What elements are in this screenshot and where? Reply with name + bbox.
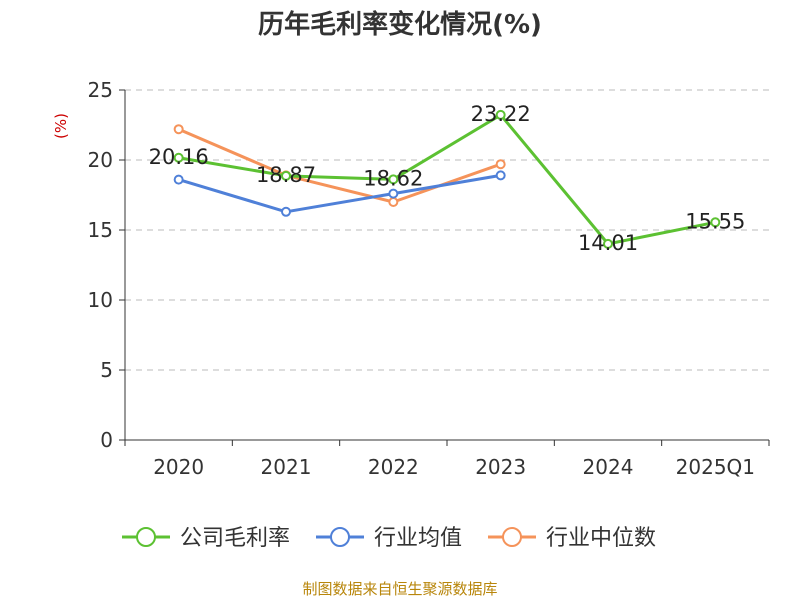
legend-label: 行业中位数 (546, 526, 656, 551)
data-label: 23.22 (471, 102, 531, 126)
legend-item[interactable]: 行业中位数 (488, 526, 656, 551)
data-label: 18.62 (363, 166, 423, 190)
gridlines (125, 89, 769, 371)
data-label: 14.01 (578, 231, 638, 255)
y-tick-label: 20 (88, 148, 113, 172)
legend-item[interactable]: 公司毛利率 (122, 526, 290, 551)
source-note: 制图数据来自恒生聚源数据库 (302, 580, 498, 598)
data-point (173, 152, 184, 163)
series-layer (173, 109, 721, 249)
y-tick-label: 25 (88, 78, 113, 102)
data-point (603, 238, 613, 249)
data-point (388, 174, 399, 185)
legend-swatch-marker (330, 527, 350, 547)
axes: 0 5 10 15 20 25 2020 2021 2022 2023 2024 2025Q1 (88, 78, 770, 479)
legend[interactable]: 公司毛利率 行业均值 行业中位数 (122, 526, 656, 551)
data-point (495, 109, 506, 120)
chart-title: 历年毛利率变化情况(%) (258, 10, 542, 40)
y-tick-label: 0 (100, 428, 113, 452)
series-line (178, 173, 501, 214)
x-tick-label: 2023 (475, 455, 526, 479)
data-point (388, 197, 399, 207)
legend-swatch-marker (136, 527, 156, 547)
x-tick-label: 2024 (583, 455, 634, 479)
data-point (281, 170, 291, 181)
series-line (178, 113, 716, 246)
x-tick-label: 2021 (261, 455, 312, 479)
legend-item[interactable]: 行业均值 (316, 526, 462, 551)
data-point (710, 217, 721, 228)
legend-label: 行业均值 (374, 526, 462, 551)
data-point (495, 159, 506, 170)
legend-swatch-marker (502, 527, 522, 547)
data-point (173, 174, 184, 185)
data-labels: 20.16 18.87 18.62 23.22 14.01 15.55 (149, 102, 746, 255)
x-tick-label: 2022 (368, 455, 419, 479)
y-tick-label: 5 (100, 358, 113, 382)
x-tick-label: 2020 (153, 455, 204, 479)
data-label: 18.87 (256, 163, 316, 187)
legend-label: 公司毛利率 (180, 526, 290, 551)
data-point (388, 188, 399, 199)
data-point (281, 206, 291, 217)
data-point (173, 124, 184, 135)
data-label: 15.55 (685, 209, 745, 233)
x-tick-label: 2025Q1 (676, 455, 755, 479)
y-tick-label: 15 (88, 218, 113, 242)
data-label: 20.16 (149, 145, 209, 169)
y-axis-unit-label: (%) (52, 113, 70, 139)
y-tick-label: 10 (88, 288, 113, 312)
data-point (495, 170, 506, 181)
